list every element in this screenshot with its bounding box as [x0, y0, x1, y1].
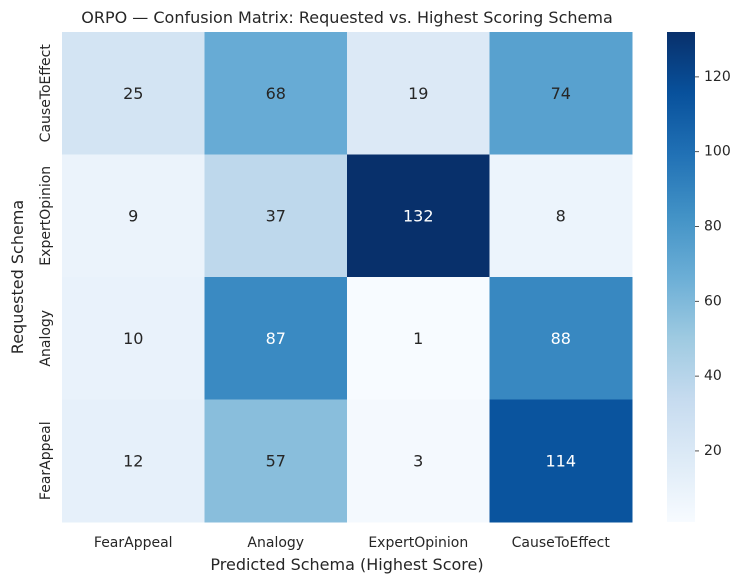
- y-tick-label: Analogy: [38, 310, 54, 367]
- cell-value-label: 8: [556, 206, 566, 225]
- heatmap-cell: [62, 32, 205, 155]
- heatmap-cell: [347, 154, 490, 278]
- heatmap-cell: [347, 399, 490, 523]
- cell-value-label: 57: [266, 451, 286, 470]
- heatmap-cell: [204, 32, 348, 155]
- x-tick-label: ExpertOpinion: [368, 535, 468, 551]
- y-tick-labels: CauseToEffect ExpertOpinion Analogy FearApp…: [38, 44, 54, 500]
- cell-value-label: 74: [551, 84, 571, 103]
- heatmap-cell: [347, 277, 490, 400]
- heatmap-cell: [62, 277, 205, 400]
- cell-value-label: 1: [413, 329, 423, 348]
- cell-value-label: 9: [128, 206, 138, 225]
- heatmap-cell: [204, 277, 348, 400]
- y-tick-label: CauseToEffect: [38, 44, 54, 143]
- colorbar-tick-label: 80: [704, 219, 722, 235]
- cell-value-label: 37: [266, 206, 286, 225]
- x-tick-label: Analogy: [247, 535, 304, 551]
- y-axis-label: Requested Schema: [8, 200, 27, 354]
- cell-value-label: 12: [123, 451, 143, 470]
- cell-value-label: 87: [266, 329, 286, 348]
- cell-value-label: 88: [551, 329, 571, 348]
- heatmap-cell: [489, 399, 633, 523]
- cell-value-label: 25: [123, 84, 143, 103]
- heatmap-cell: [204, 154, 348, 278]
- colorbar-ticks: 20 40 60 80 100 120: [695, 69, 731, 459]
- heatmap-cell: [489, 277, 633, 400]
- cell-value-label: 3: [413, 451, 423, 470]
- heatmap-cell: [489, 32, 633, 155]
- heatmap-cell: [62, 154, 205, 278]
- cell-value-label: 132: [403, 206, 434, 225]
- colorbar-tick-label: 120: [704, 69, 731, 85]
- colorbar-tick-label: 100: [704, 144, 731, 160]
- cell-value-label: 10: [123, 329, 143, 348]
- y-tick-label: FearAppeal: [38, 421, 54, 500]
- cell-value-label: 114: [545, 451, 576, 470]
- x-tick-labels: FearAppeal Analogy ExpertOpinion CauseToEff…: [94, 535, 610, 551]
- x-axis-label: Predicted Schema (Highest Score): [210, 555, 483, 574]
- heatmap-cell: [204, 399, 348, 523]
- heatmap-cells: 25 68 19 74 9 37 132 8 10 87 1 88 12 57 3 114: [62, 32, 633, 523]
- cell-value-label: 68: [266, 84, 286, 103]
- chart-title: ORPO — Confusion Matrix: Requested vs. H…: [81, 8, 613, 27]
- cell-value-label: 19: [408, 84, 428, 103]
- colorbar: [667, 32, 695, 522]
- colorbar-tick-label: 20: [704, 443, 722, 459]
- x-tick-label: CauseToEffect: [512, 535, 611, 551]
- heatmap-cell: [347, 32, 490, 155]
- colorbar-tick-label: 40: [704, 368, 722, 384]
- x-tick-label: FearAppeal: [94, 535, 173, 551]
- colorbar-tick-label: 60: [704, 293, 722, 309]
- heatmap-cell: [489, 154, 633, 278]
- y-tick-label: ExpertOpinion: [38, 166, 54, 266]
- heatmap-cell: [62, 399, 205, 523]
